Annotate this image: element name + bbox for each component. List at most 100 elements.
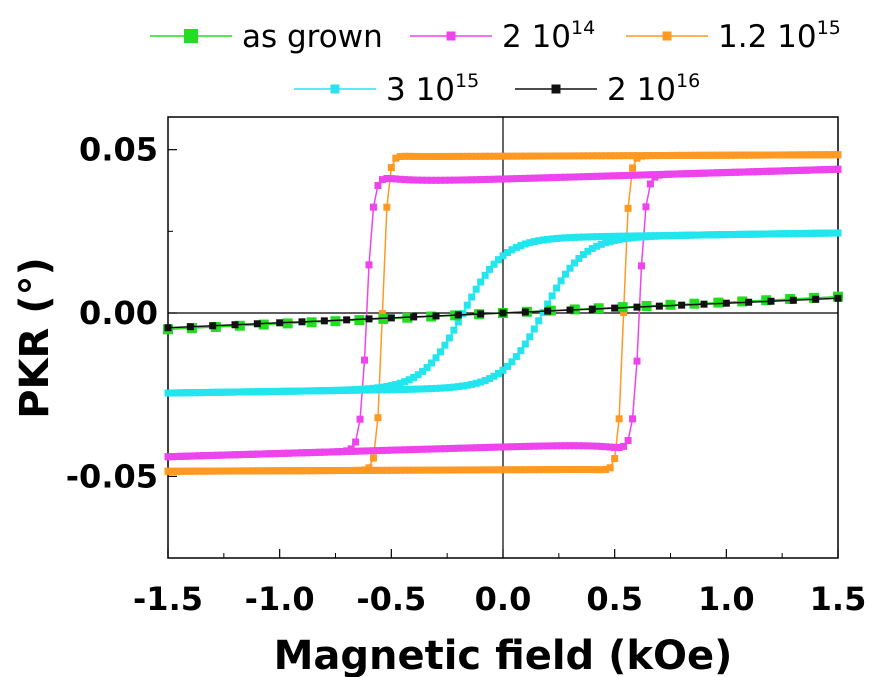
- data-point: [209, 322, 217, 330]
- data-point: [338, 467, 346, 475]
- data-point: [369, 384, 377, 392]
- series-layer: [163, 151, 843, 475]
- data-point: [182, 389, 190, 397]
- data-point: [227, 467, 235, 475]
- data-point: [588, 442, 596, 450]
- data-point: [334, 386, 342, 394]
- data-point: [678, 231, 686, 239]
- data-point: [825, 166, 833, 174]
- data-point: [579, 233, 587, 241]
- data-point: [432, 312, 440, 320]
- data-point: [441, 176, 449, 184]
- data-point: [615, 415, 623, 423]
- data-point: [441, 152, 449, 160]
- data-point: [490, 260, 498, 268]
- series-1: [164, 165, 842, 461]
- data-point: [633, 171, 641, 179]
- data-point: [771, 230, 779, 238]
- data-point: [320, 467, 328, 475]
- data-point: [486, 466, 494, 474]
- data-point: [566, 306, 574, 314]
- data-point: [240, 451, 248, 459]
- series-2: [164, 151, 842, 475]
- data-point: [423, 364, 431, 372]
- data-point: [624, 232, 632, 240]
- data-point: [450, 444, 458, 452]
- data-point: [673, 151, 681, 159]
- data-point: [597, 442, 605, 450]
- data-point: [696, 151, 704, 159]
- data-point: [539, 152, 547, 160]
- data-point: [177, 389, 185, 397]
- data-point: [361, 356, 369, 364]
- data-point: [682, 170, 690, 178]
- data-point: [423, 176, 431, 184]
- data-point: [526, 442, 534, 450]
- data-point: [624, 204, 632, 212]
- data-point: [472, 379, 480, 387]
- data-point: [222, 467, 230, 475]
- data-point: [588, 245, 596, 253]
- data-point: [329, 448, 337, 456]
- data-point: [579, 251, 587, 259]
- data-point: [419, 445, 427, 453]
- data-point: [343, 447, 351, 455]
- data-point: [798, 166, 806, 174]
- data-point: [830, 229, 838, 237]
- data-point: [633, 303, 641, 311]
- data-point: [253, 467, 261, 475]
- data-point: [374, 384, 382, 392]
- data-point: [401, 466, 409, 474]
- data-point: [700, 231, 708, 239]
- data-point: [168, 453, 176, 461]
- data-point: [468, 444, 476, 452]
- data-point: [173, 452, 181, 460]
- data-point: [200, 389, 208, 397]
- data-point: [240, 388, 248, 396]
- data-point: [267, 450, 275, 458]
- data-point: [330, 316, 341, 327]
- data-point: [642, 203, 650, 211]
- data-point: [704, 169, 712, 177]
- y-tick-label: -0.05: [66, 457, 158, 495]
- data-point: [557, 152, 565, 160]
- data-point: [526, 239, 534, 247]
- data-point: [570, 442, 578, 450]
- data-point: [387, 314, 395, 322]
- data-point: [763, 151, 771, 159]
- data-point: [758, 167, 766, 175]
- data-point: [253, 450, 261, 458]
- data-point: [490, 152, 498, 160]
- data-point: [428, 445, 436, 453]
- data-point: [383, 382, 391, 390]
- data-point: [588, 152, 596, 160]
- data-point: [655, 152, 663, 160]
- data-point: [620, 152, 628, 160]
- data-point: [361, 466, 369, 474]
- data-point: [521, 308, 529, 316]
- data-point: [745, 230, 753, 238]
- data-point: [740, 168, 748, 176]
- data-point: [289, 449, 297, 457]
- data-point: [562, 270, 570, 278]
- data-point: [213, 388, 221, 396]
- data-point: [481, 376, 489, 384]
- data-point: [602, 465, 610, 473]
- data-point: [396, 175, 404, 183]
- data-point: [553, 284, 561, 292]
- data-point: [428, 466, 436, 474]
- data-point: [468, 380, 476, 388]
- data-point: [767, 167, 775, 175]
- data-point: [276, 387, 284, 395]
- data-point: [396, 466, 404, 474]
- legend-marker: [184, 29, 198, 43]
- data-point: [660, 170, 668, 178]
- data-point: [798, 229, 806, 237]
- legend-entry: 1.2 1015: [626, 17, 841, 55]
- data-point: [472, 176, 480, 184]
- data-point: [669, 231, 677, 239]
- data-point: [629, 152, 637, 160]
- data-point: [387, 175, 395, 183]
- data-point: [633, 152, 641, 160]
- data-point: [387, 164, 395, 172]
